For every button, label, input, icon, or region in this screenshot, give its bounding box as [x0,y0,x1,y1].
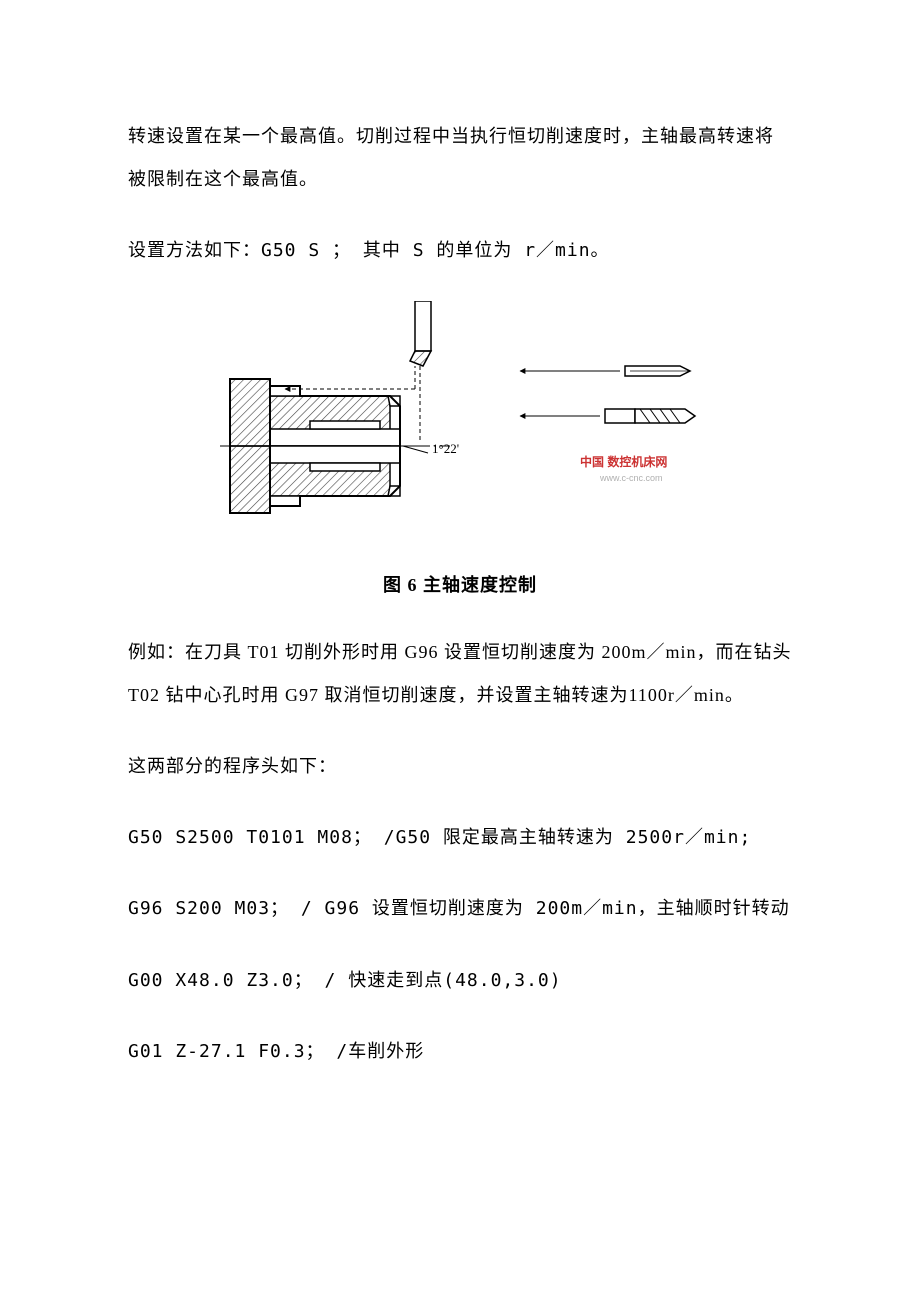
paragraph-2: 设置方法如下：G50 S ； 其中 S 的单位为 r／min。 [128,229,792,272]
workpiece-lower [230,446,400,513]
figure-caption: 图 6 主轴速度控制 [128,571,792,597]
paragraph-3: 例如：在刀具 T01 切削外形时用 G96 设置恒切削速度为 200m／min，… [128,631,792,717]
code-line-3: G00 X48.0 Z3.0； / 快速走到点(48.0,3.0) [128,959,792,1002]
paragraph-4: 这两部分的程序头如下： [128,745,792,788]
code-line-4: G01 Z-27.1 F0.3； /车削外形 [128,1030,792,1073]
code-line-1: G50 S2500 T0101 M08； /G50 限定最高主轴转速为 2500… [128,816,792,859]
watermark-text: 中国 数控机床网 [580,454,667,469]
paragraph-1: 转速设置在某一个最高值。切削过程中当执行恒切削速度时，主轴最高转速将被限制在这个… [128,115,792,201]
watermark: 中国 数控机床网 www.c-cnc.com [580,454,667,483]
center-drill-icon [520,366,690,376]
twist-drill-icon [520,409,695,423]
watermark-url: www.c-cnc.com [599,473,663,483]
angle-callout: 1°22' [403,441,459,456]
spindle-diagram: 1°22' 中国 数控机床网 www.c-cnc.com [220,301,700,541]
figure-6: 1°22' 中国 数控机床网 www.c-cnc.com [128,301,792,541]
code-line-2: G96 S200 M03； / G96 设置恒切削速度为 200m／min，主轴… [128,887,792,930]
angle-label-text: 1°22' [432,441,459,456]
